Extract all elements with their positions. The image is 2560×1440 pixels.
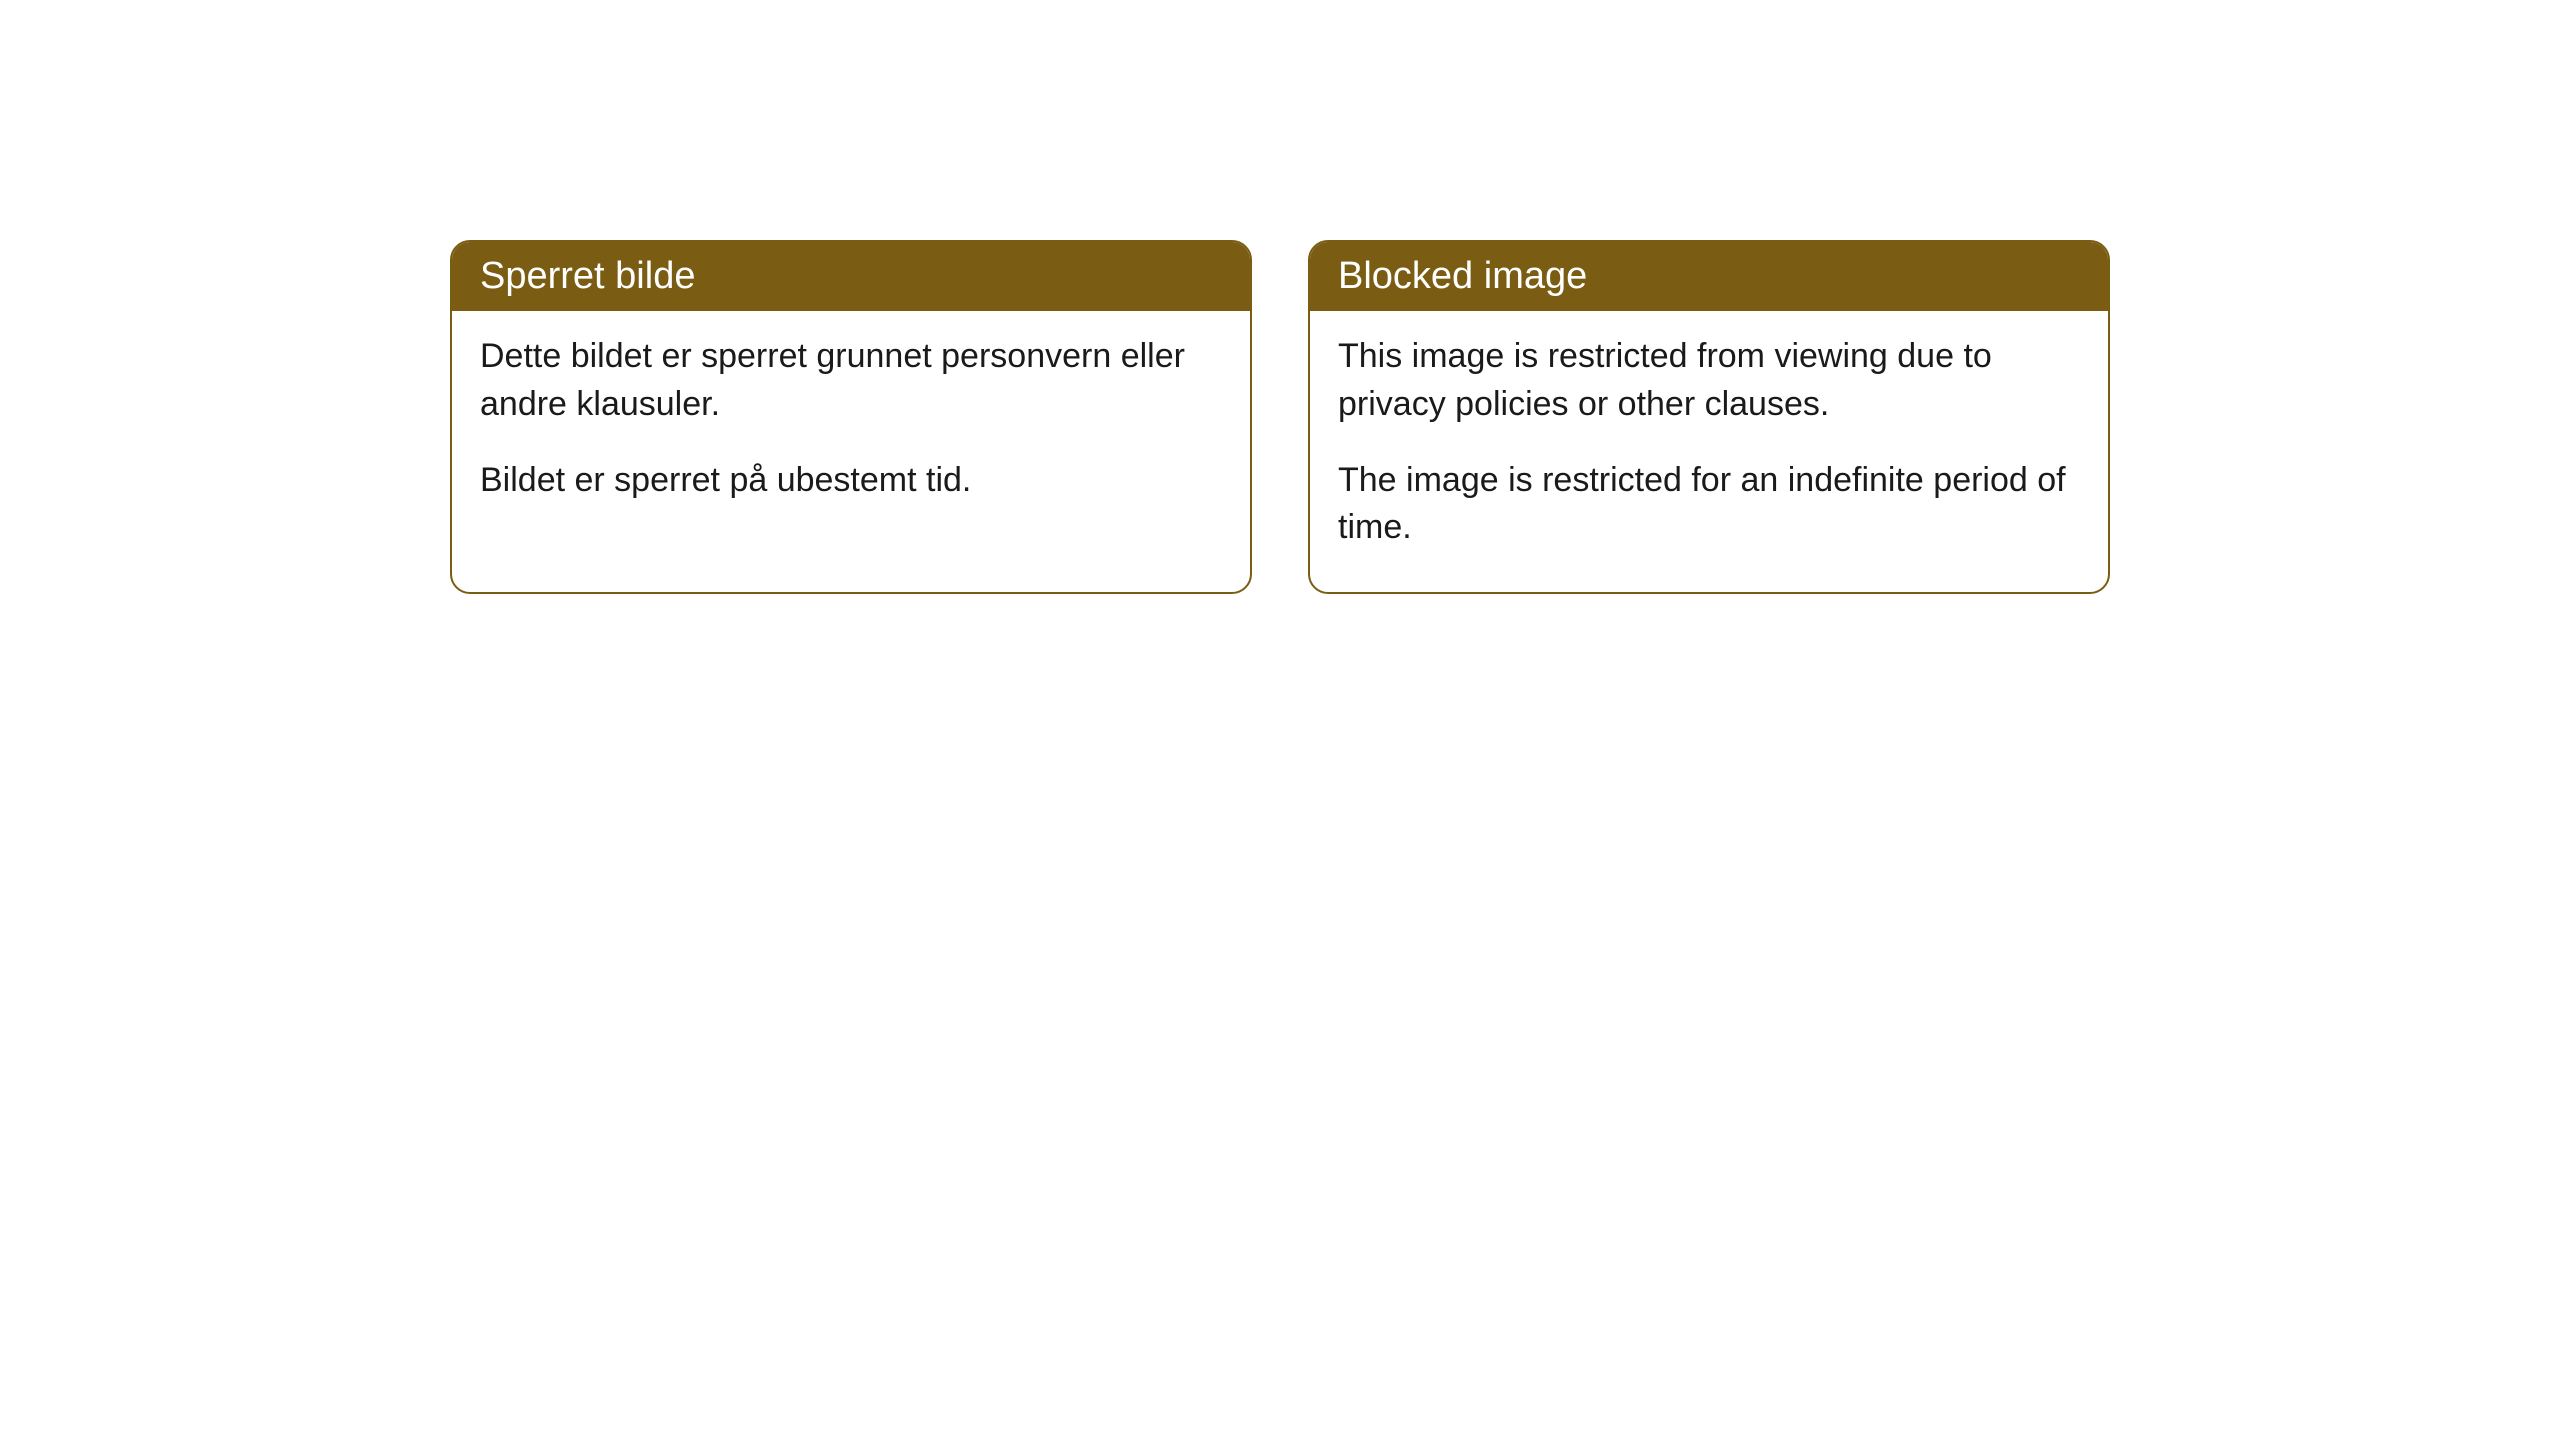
card-paragraph-1-english: This image is restricted from viewing du… [1338, 333, 2080, 428]
card-paragraph-2-norwegian: Bildet er sperret på ubestemt tid. [480, 457, 1222, 505]
card-body-norwegian: Dette bildet er sperret grunnet personve… [452, 311, 1250, 544]
card-body-english: This image is restricted from viewing du… [1310, 311, 2108, 591]
card-header-norwegian: Sperret bilde [452, 242, 1250, 311]
blocked-image-card-norwegian: Sperret bilde Dette bildet er sperret gr… [450, 240, 1252, 594]
card-container: Sperret bilde Dette bildet er sperret gr… [0, 0, 2560, 594]
card-paragraph-2-english: The image is restricted for an indefinit… [1338, 457, 2080, 552]
card-title-norwegian: Sperret bilde [480, 255, 695, 297]
card-title-english: Blocked image [1338, 255, 1587, 297]
card-paragraph-1-norwegian: Dette bildet er sperret grunnet personve… [480, 333, 1222, 428]
blocked-image-card-english: Blocked image This image is restricted f… [1308, 240, 2110, 594]
card-header-english: Blocked image [1310, 242, 2108, 311]
